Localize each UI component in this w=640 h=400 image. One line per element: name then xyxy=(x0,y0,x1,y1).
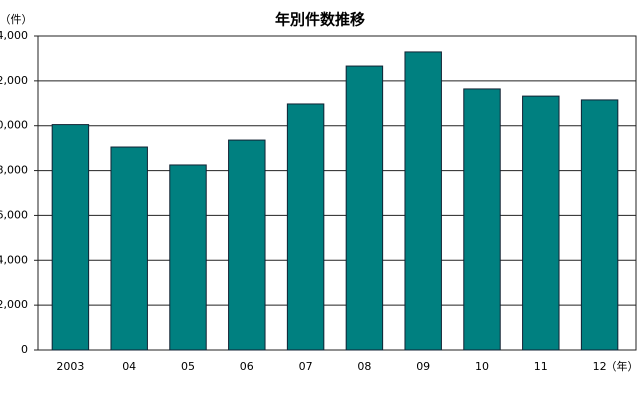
bar xyxy=(169,164,207,351)
y-tick-label: 2,000 xyxy=(0,298,28,311)
x-tick-label: 10 xyxy=(475,360,489,373)
y-tick-label: 8,000 xyxy=(0,164,28,177)
x-tick-label: 06 xyxy=(240,360,254,373)
x-tick-label: 2003 xyxy=(56,360,84,373)
x-tick-label: 04 xyxy=(122,360,136,373)
y-tick-label: 6,000 xyxy=(0,208,28,221)
x-tick-label: 08 xyxy=(357,360,371,373)
bar xyxy=(228,139,266,351)
bar xyxy=(286,103,325,351)
bar xyxy=(345,65,384,351)
bar xyxy=(110,146,148,351)
y-tick-label: 10,000 xyxy=(0,119,28,132)
y-axis-unit: （件） xyxy=(0,13,33,26)
y-tick-label: 4,000 xyxy=(0,253,28,266)
chart-title: 年別件数推移 xyxy=(275,11,365,29)
y-tick-label: 14,000 xyxy=(0,29,28,42)
x-tick-label: 07 xyxy=(299,360,313,373)
x-tick-label: 12 xyxy=(593,360,607,373)
bar xyxy=(51,124,90,351)
x-tick-label: 05 xyxy=(181,360,195,373)
bar xyxy=(522,95,560,351)
x-tick-label: 09 xyxy=(416,360,430,373)
x-axis-unit: （年） xyxy=(606,359,639,373)
bar xyxy=(463,88,501,351)
plot-border xyxy=(37,35,637,351)
x-tick-label: 11 xyxy=(534,360,548,373)
y-tick-label: 0 xyxy=(21,343,28,356)
bar xyxy=(580,99,619,351)
bar xyxy=(404,51,442,351)
y-tick-label: 12,000 xyxy=(0,74,28,87)
